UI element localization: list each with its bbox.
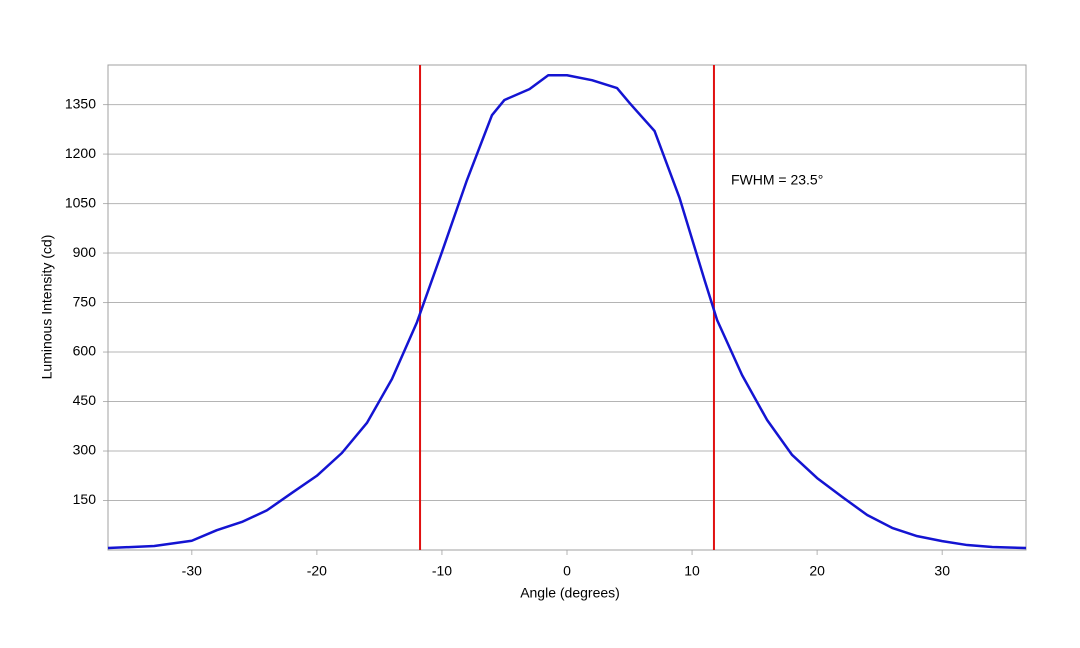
y-tick-label: 1050 bbox=[65, 194, 96, 210]
y-tick-label: 900 bbox=[73, 244, 97, 260]
y-tick-label: 600 bbox=[73, 343, 97, 359]
annotation: FWHM = 23.5° bbox=[731, 172, 823, 188]
y-tick-label: 1350 bbox=[65, 95, 96, 111]
x-axis-label: Angle (degrees) bbox=[520, 585, 620, 601]
y-tick-label: 300 bbox=[73, 442, 97, 458]
y-tick-label: 1200 bbox=[65, 145, 96, 161]
x-tick-label: -10 bbox=[432, 563, 452, 579]
x-tick-label: -30 bbox=[182, 563, 202, 579]
x-tick-label: 30 bbox=[934, 563, 950, 579]
x-tick-label: 20 bbox=[809, 563, 825, 579]
y-tick-label: 150 bbox=[73, 491, 97, 507]
y-axis-label: Luminous Intensity (cd) bbox=[39, 235, 55, 380]
y-tick-label: 450 bbox=[73, 392, 97, 408]
x-tick-label: 10 bbox=[684, 563, 700, 579]
y-tick-label: 750 bbox=[73, 293, 97, 309]
data-line bbox=[107, 73, 1027, 550]
plot-frame bbox=[107, 64, 1027, 551]
x-tick-label: -20 bbox=[307, 563, 327, 579]
x-tick-label: 0 bbox=[563, 563, 571, 579]
